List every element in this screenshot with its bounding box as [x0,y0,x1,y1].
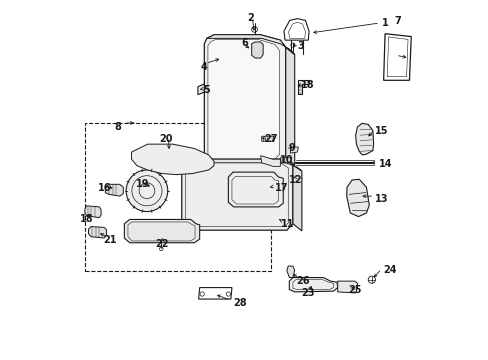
Polygon shape [285,47,294,165]
Text: 25: 25 [347,285,361,296]
Polygon shape [292,165,301,231]
Bar [285,51,289,58]
Text: 11: 11 [281,219,294,229]
Text: 18: 18 [301,80,314,90]
Text: 9: 9 [287,143,294,153]
Text: 19: 19 [136,179,149,189]
Text: 6: 6 [241,38,247,48]
Text: 26: 26 [295,276,309,286]
Text: 28: 28 [233,298,246,308]
Text: 14: 14 [378,159,392,169]
Polygon shape [105,184,123,196]
Bar [85,123,271,271]
Polygon shape [290,147,298,153]
Polygon shape [251,42,263,58]
Text: 2: 2 [247,13,254,23]
Polygon shape [286,266,294,278]
Polygon shape [204,35,285,163]
Text: 18: 18 [80,214,93,224]
Text: 13: 13 [375,194,388,204]
Text: 24: 24 [383,265,396,275]
Text: 1: 1 [381,18,388,28]
Text: 7: 7 [394,17,400,27]
Text: 4: 4 [201,62,207,72]
Polygon shape [198,84,204,95]
Polygon shape [88,226,106,238]
Polygon shape [228,172,283,207]
Text: 8: 8 [115,122,122,132]
Circle shape [126,170,167,212]
Polygon shape [297,80,308,94]
Text: 20: 20 [159,134,173,144]
Text: 27: 27 [264,134,277,144]
Text: 5: 5 [203,85,209,95]
Polygon shape [289,278,337,292]
Polygon shape [207,40,279,159]
Polygon shape [206,35,294,54]
Polygon shape [85,206,101,218]
Text: 22: 22 [155,239,168,249]
Text: 15: 15 [375,126,388,136]
Text: 17: 17 [274,183,288,193]
Polygon shape [355,123,373,155]
Text: 21: 21 [103,235,117,245]
Polygon shape [280,158,291,163]
Polygon shape [346,179,368,217]
Polygon shape [337,281,357,293]
Bar [291,51,293,59]
Polygon shape [182,159,301,171]
Polygon shape [261,136,273,141]
Polygon shape [124,220,199,243]
Text: 16: 16 [98,183,111,193]
Text: 12: 12 [288,175,302,185]
Text: 10: 10 [280,155,293,165]
Polygon shape [260,156,280,166]
Polygon shape [131,144,214,175]
Polygon shape [182,159,292,230]
Text: 23: 23 [301,288,314,298]
Text: 3: 3 [297,41,304,50]
